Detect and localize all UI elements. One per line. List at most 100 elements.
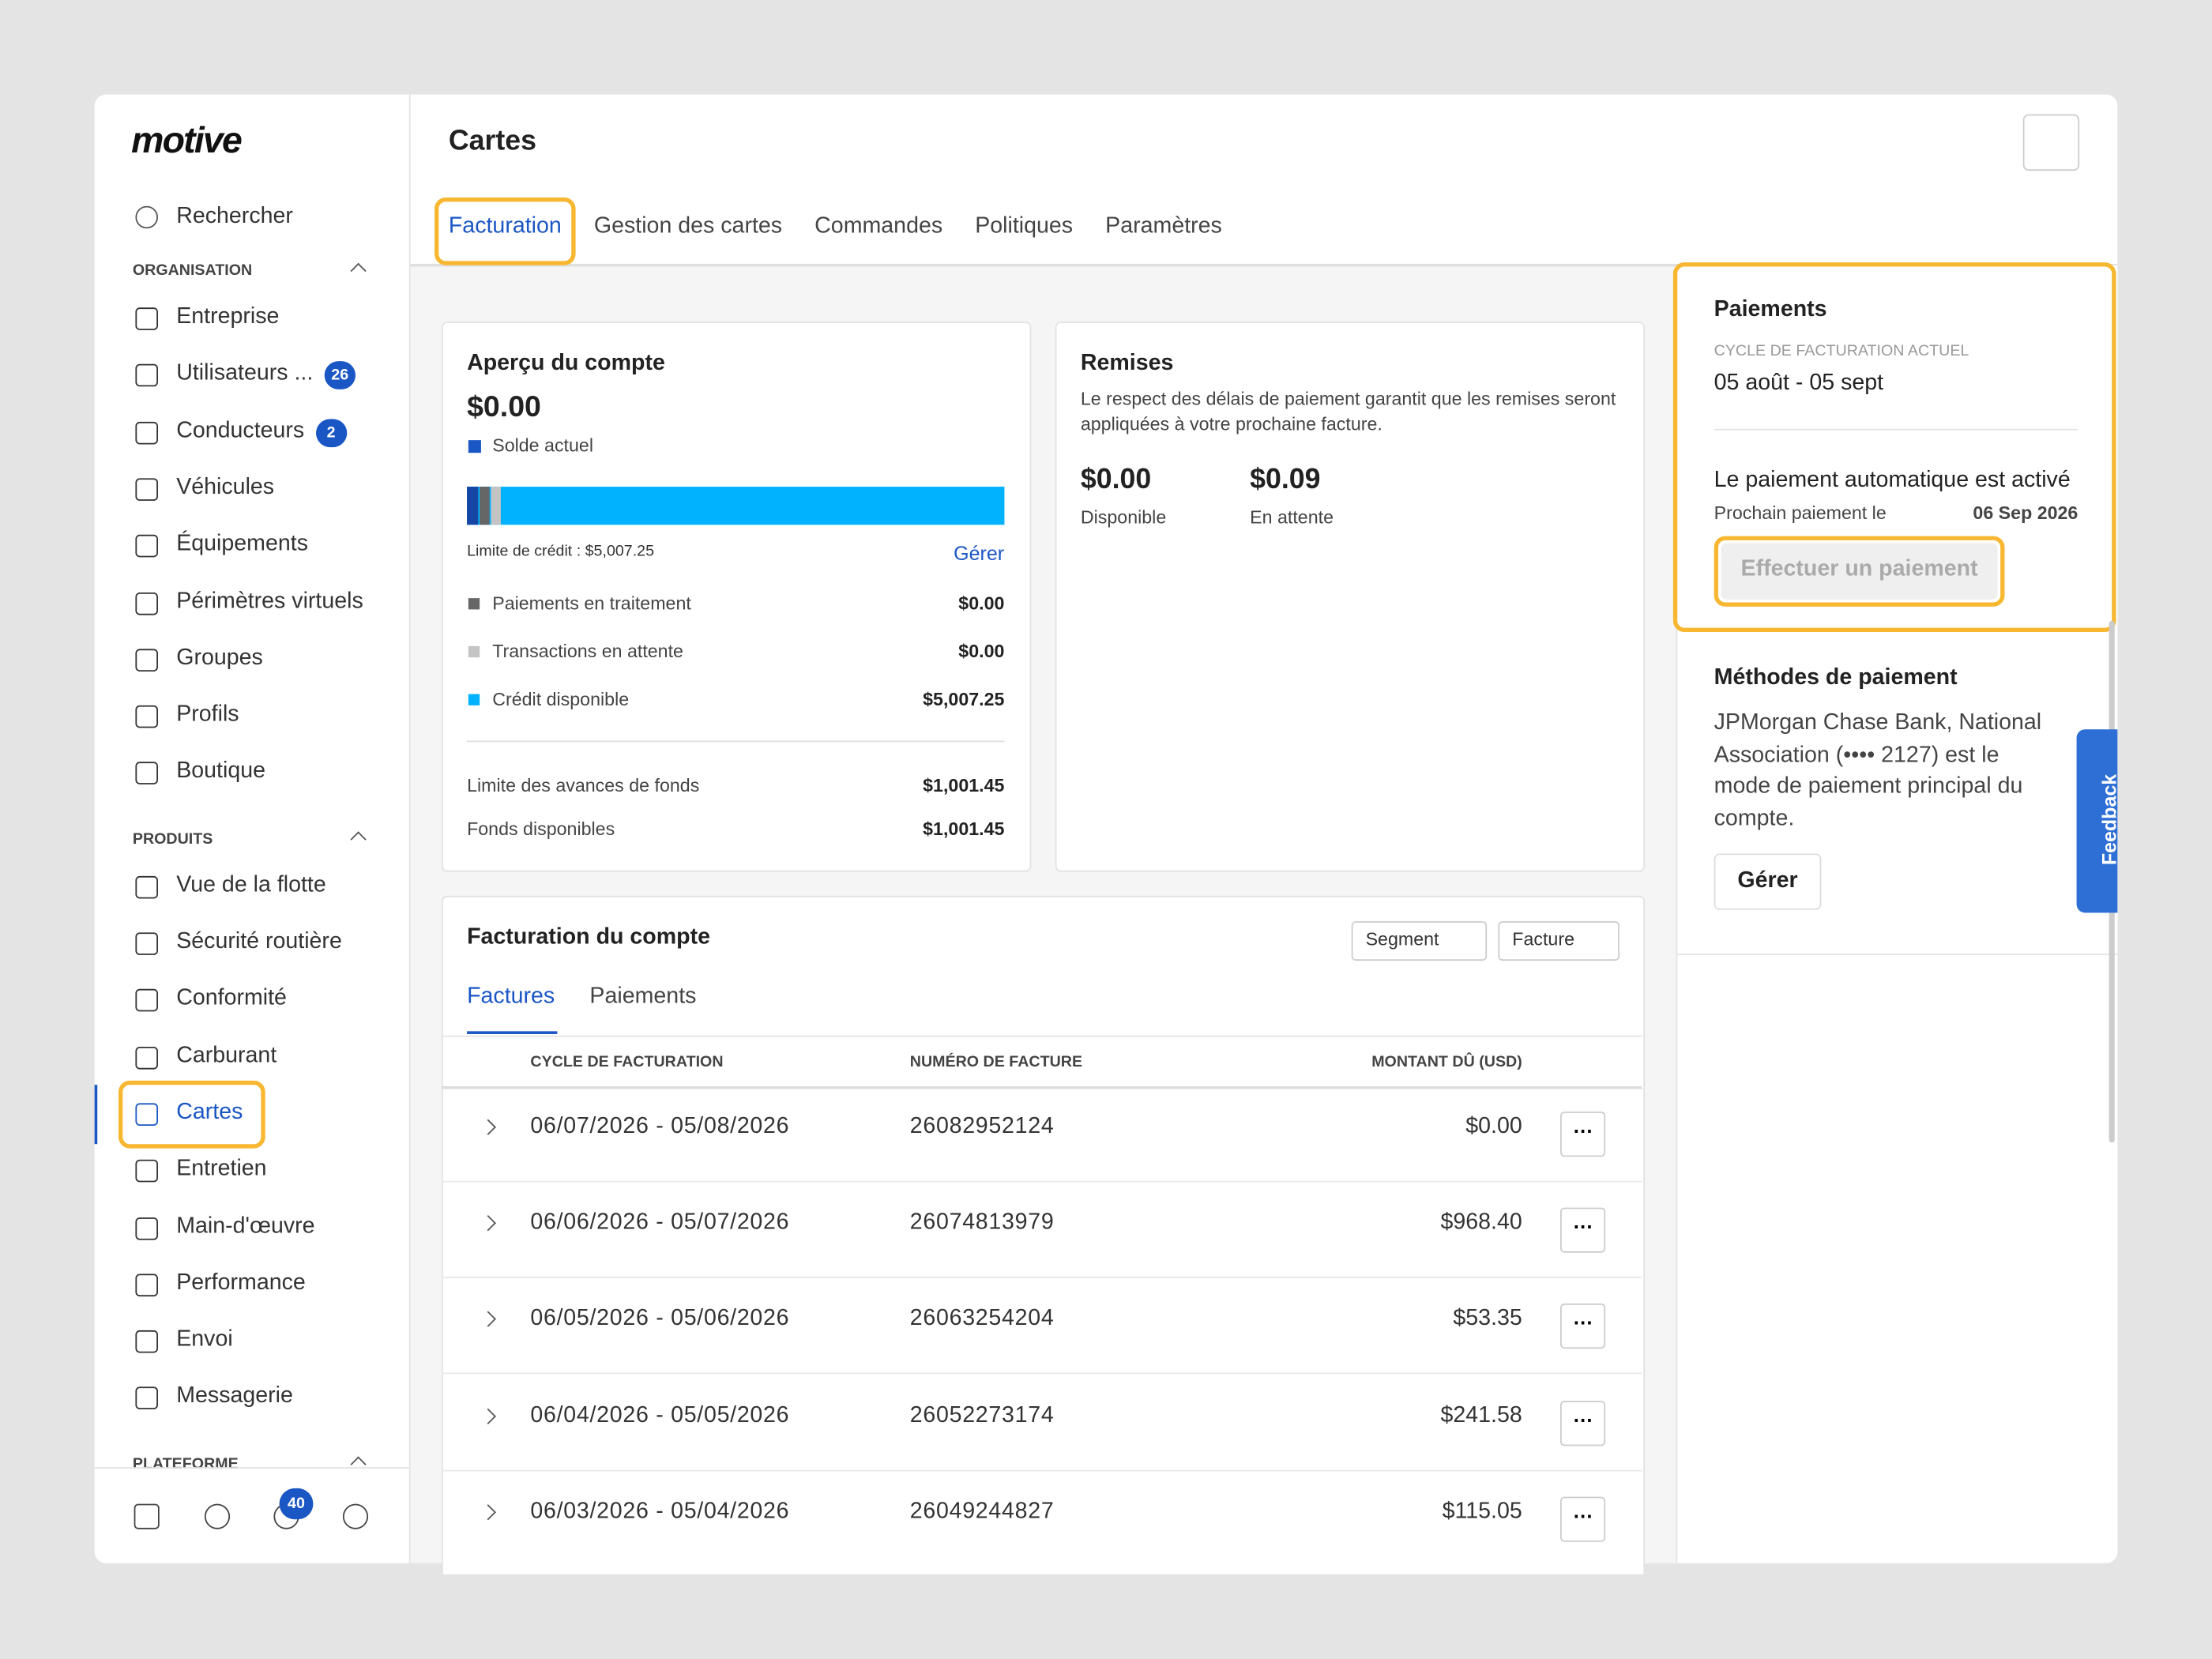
amount: $968.40 [1440, 1210, 1522, 1235]
section-title: ORGANISATION [132, 262, 253, 280]
nav-item[interactable]: Conformité [176, 986, 287, 1011]
amount: $53.35 [1453, 1307, 1522, 1331]
tab[interactable]: Commandes [814, 214, 943, 239]
nav-item[interactable]: Envoi [176, 1327, 233, 1352]
nav-icon [135, 989, 158, 1012]
more-button[interactable]: ⋯ [1559, 1112, 1606, 1157]
footer-icon[interactable] [342, 1503, 369, 1529]
card-title: Aperçu du compte [467, 351, 665, 375]
manage-button[interactable]: Gérer [1714, 853, 1822, 910]
row-value: $5,007.25 [923, 688, 1005, 710]
cycle: 06/05/2026 - 05/06/2026 [530, 1307, 790, 1331]
nav-icon [135, 421, 158, 444]
nav-item[interactable]: Périmètres virtuels [176, 589, 363, 613]
dropdown[interactable] [1351, 921, 1488, 961]
pay-button[interactable]: Effectuer un paiement [1721, 543, 1998, 600]
nav-item[interactable]: Profils [176, 702, 239, 727]
row-value: $1,001.45 [923, 774, 1005, 796]
nav-icon [135, 1273, 158, 1296]
col-header: NUMÉRO DE FACTURE [909, 1053, 1083, 1071]
tab[interactable]: Paramètres [1105, 214, 1222, 239]
nav-item[interactable]: Équipements [176, 532, 308, 556]
bar-seg [480, 487, 490, 525]
cycle: 06/06/2026 - 05/07/2026 [530, 1210, 790, 1235]
nav-icon [135, 875, 158, 898]
link[interactable]: Gérer [954, 541, 1005, 565]
cycle-label: CYCLE DE FACTURATION ACTUEL [1714, 342, 1969, 360]
next-label: Prochain paiement le [1714, 502, 1887, 524]
feedback-label[interactable]: Feedback [2097, 773, 2120, 866]
nav-item[interactable]: Messagerie [176, 1384, 293, 1409]
search-icon [135, 205, 158, 229]
col-header: MONTANT DÛ (USD) [1371, 1053, 1522, 1071]
more-button[interactable]: ⋯ [1559, 1496, 1606, 1542]
nav-item[interactable]: Boutique [176, 759, 266, 784]
highlight [434, 197, 576, 265]
card-title: Facturation du compte [467, 925, 711, 950]
tab[interactable]: Paiements [589, 984, 697, 1009]
nav-item[interactable]: Performance [176, 1270, 306, 1295]
active-indicator [94, 1085, 98, 1145]
more-button[interactable]: ⋯ [1559, 1207, 1606, 1254]
nav-item[interactable]: Main-d'œuvre [176, 1213, 315, 1238]
nav-item[interactable]: Entreprise [176, 304, 280, 329]
highlight [118, 1080, 265, 1149]
row-label: Crédit disponible [492, 688, 630, 710]
nav-icon [135, 592, 158, 615]
bar-seg [491, 487, 501, 525]
nav-item[interactable]: Entretien [176, 1157, 267, 1181]
nav-item[interactable]: Vue de la flotte [176, 872, 326, 897]
nav-item[interactable]: Utilisateurs ... [176, 361, 314, 386]
invoice-number: 26074813979 [909, 1210, 1055, 1235]
row-divider [441, 1277, 1642, 1279]
divider [441, 1035, 1642, 1037]
legend-swatch [468, 694, 480, 705]
sidebar [95, 94, 411, 1563]
footer-icon[interactable] [134, 1503, 160, 1529]
account-overview-card [441, 322, 1032, 872]
credit-bar [467, 487, 1005, 525]
nav-item[interactable]: Cartes [176, 1100, 243, 1125]
nav-icon [135, 1160, 158, 1183]
nav-icon [135, 649, 158, 672]
legend-swatch [468, 598, 480, 610]
header-icon-button[interactable] [2022, 114, 2080, 171]
invoice-number: 26063254204 [909, 1307, 1055, 1331]
footer-icon[interactable] [204, 1503, 231, 1529]
nav-item[interactable]: Groupes [176, 645, 263, 670]
header-line [410, 263, 2118, 267]
feedback-tab[interactable] [2076, 729, 2118, 913]
highlight [1672, 262, 2116, 632]
nav-item[interactable]: Véhicules [176, 475, 275, 499]
dropdown[interactable] [1498, 921, 1620, 961]
balance: $0.00 [467, 390, 541, 423]
cycle: 06/04/2026 - 05/05/2026 [530, 1403, 790, 1428]
card-title: Remises [1080, 351, 1174, 375]
more-button[interactable]: ⋯ [1559, 1400, 1606, 1446]
tab-underline [467, 1031, 558, 1034]
more-button[interactable]: ⋯ [1559, 1304, 1606, 1349]
amount-label: Disponible [1080, 506, 1167, 528]
invoice-number: 26049244827 [909, 1499, 1055, 1524]
tab[interactable]: Politiques [975, 214, 1074, 239]
divider [1714, 428, 2078, 431]
tab[interactable]: Facturation [448, 214, 562, 239]
amount-label: En attente [1250, 506, 1334, 528]
section-title: PLATEFORME [132, 1455, 239, 1473]
row-label: Limite des avances de fonds [467, 774, 700, 796]
nav-item[interactable]: Carburant [176, 1043, 277, 1068]
tab[interactable]: Gestion des cartes [593, 214, 783, 239]
nav-icon [135, 364, 158, 387]
nav-icon [135, 535, 158, 558]
panel-title: Paiements [1714, 297, 1827, 322]
tab[interactable]: Factures [467, 984, 555, 1009]
legend-swatch [468, 440, 481, 453]
nav-item[interactable]: Conducteurs [176, 418, 305, 442]
nav-item[interactable]: Sécurité routière [176, 929, 342, 954]
nav-icon [135, 705, 158, 728]
nav-icon [135, 1330, 158, 1353]
search[interactable]: Rechercher [176, 204, 293, 229]
right-panel [1676, 265, 2118, 1563]
row-value: $0.00 [958, 592, 1005, 614]
